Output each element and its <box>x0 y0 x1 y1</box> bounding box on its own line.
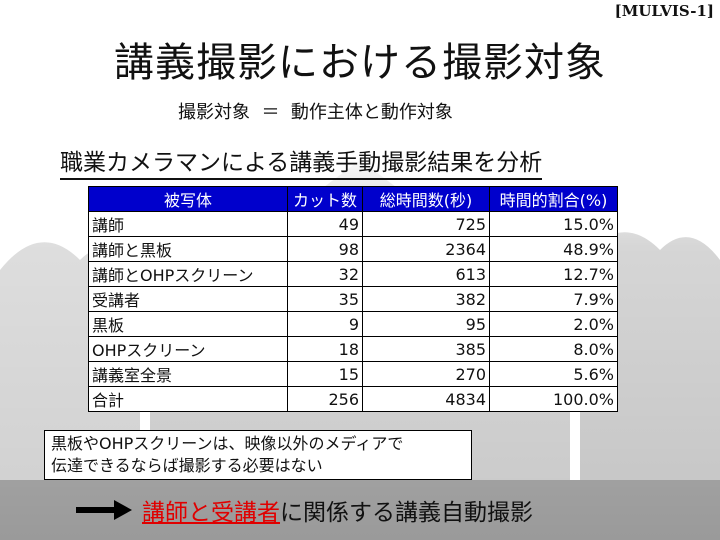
cell-subject: 講師とOHPスクリーン <box>88 261 288 287</box>
column-header-time-ratio: 時間的割合(%) <box>489 186 618 212</box>
cell-subject: 講義室全景 <box>88 361 288 387</box>
table-row: 黒板 9 95 2.0% <box>88 311 618 337</box>
conclusion-emphasis: 講師と受講者 <box>142 500 280 526</box>
cell-seconds: 385 <box>362 336 490 362</box>
cell-ratio: 12.7% <box>489 261 618 287</box>
note-line-2: 伝達できるならば撮影する必要はない <box>51 456 323 475</box>
cell-cuts: 15 <box>287 361 363 387</box>
cell-cuts: 49 <box>287 211 363 237</box>
cell-seconds: 270 <box>362 361 490 387</box>
column-header-cuts: カット数 <box>287 186 363 212</box>
slide-title: 講義撮影における撮影対象 <box>114 40 606 86</box>
cell-ratio: 2.0% <box>489 311 618 337</box>
cell-ratio: 48.9% <box>489 236 618 262</box>
cell-seconds: 725 <box>362 211 490 237</box>
cell-cuts: 9 <box>287 311 363 337</box>
conclusion-rest: に関係する講義自動撮影 <box>280 500 533 526</box>
table-row: 講義室全景 15 270 5.6% <box>88 361 618 387</box>
right-arrow-icon <box>76 500 132 520</box>
table-total-row: 合計 256 4834 100.0% <box>88 386 618 412</box>
cell-ratio: 15.0% <box>489 211 618 237</box>
cell-cuts: 18 <box>287 336 363 362</box>
cell-seconds: 2364 <box>362 236 490 262</box>
conclusion-line: 講師と受講者に関係する講義自動撮影 <box>76 493 533 527</box>
section-heading: 職業カメラマンによる講義手動撮影結果を分析 <box>60 143 543 180</box>
slide-tag: [MULVIS-1] <box>614 2 714 20</box>
cell-cuts: 35 <box>287 286 363 312</box>
note-line-1: 黒板やOHPスクリーンは、映像以外のメディアで <box>51 434 404 453</box>
cell-seconds: 4834 <box>362 386 490 412</box>
table-row: 講師とOHPスクリーン 32 613 12.7% <box>88 261 618 287</box>
cell-seconds: 95 <box>362 311 490 337</box>
slide-subtitle: 撮影対象 ＝ 動作主体と動作対象 <box>178 102 453 123</box>
table-row: OHPスクリーン 18 385 8.0% <box>88 336 618 362</box>
cell-cuts: 256 <box>287 386 363 412</box>
cell-ratio: 8.0% <box>489 336 618 362</box>
column-header-total-seconds: 総時間数(秒) <box>362 186 490 212</box>
conclusion-text: 講師と受講者に関係する講義自動撮影 <box>142 493 533 527</box>
table-row: 講師と黒板 98 2364 48.9% <box>88 236 618 262</box>
cell-seconds: 382 <box>362 286 490 312</box>
table-header-row: 被写体 カット数 総時間数(秒) 時間的割合(%) <box>88 186 618 212</box>
table-row: 受講者 35 382 7.9% <box>88 286 618 312</box>
cell-ratio: 7.9% <box>489 286 618 312</box>
cell-ratio: 100.0% <box>489 386 618 412</box>
cell-seconds: 613 <box>362 261 490 287</box>
cell-subject: 受講者 <box>88 286 288 312</box>
cell-cuts: 32 <box>287 261 363 287</box>
cell-subject: 黒板 <box>88 311 288 337</box>
cell-subject: 講師 <box>88 211 288 237</box>
cell-subject: 合計 <box>88 386 288 412</box>
cell-cuts: 98 <box>287 236 363 262</box>
cell-ratio: 5.6% <box>489 361 618 387</box>
table-row: 講師 49 725 15.0% <box>88 211 618 237</box>
shooting-results-table: 被写体 カット数 総時間数(秒) 時間的割合(%) 講師 49 725 15.0… <box>88 186 618 412</box>
cell-subject: OHPスクリーン <box>88 336 288 362</box>
cell-subject: 講師と黒板 <box>88 236 288 262</box>
column-header-subject: 被写体 <box>88 186 288 212</box>
note-box: 黒板やOHPスクリーンは、映像以外のメディアで 伝達できるならば撮影する必要はな… <box>44 430 472 480</box>
